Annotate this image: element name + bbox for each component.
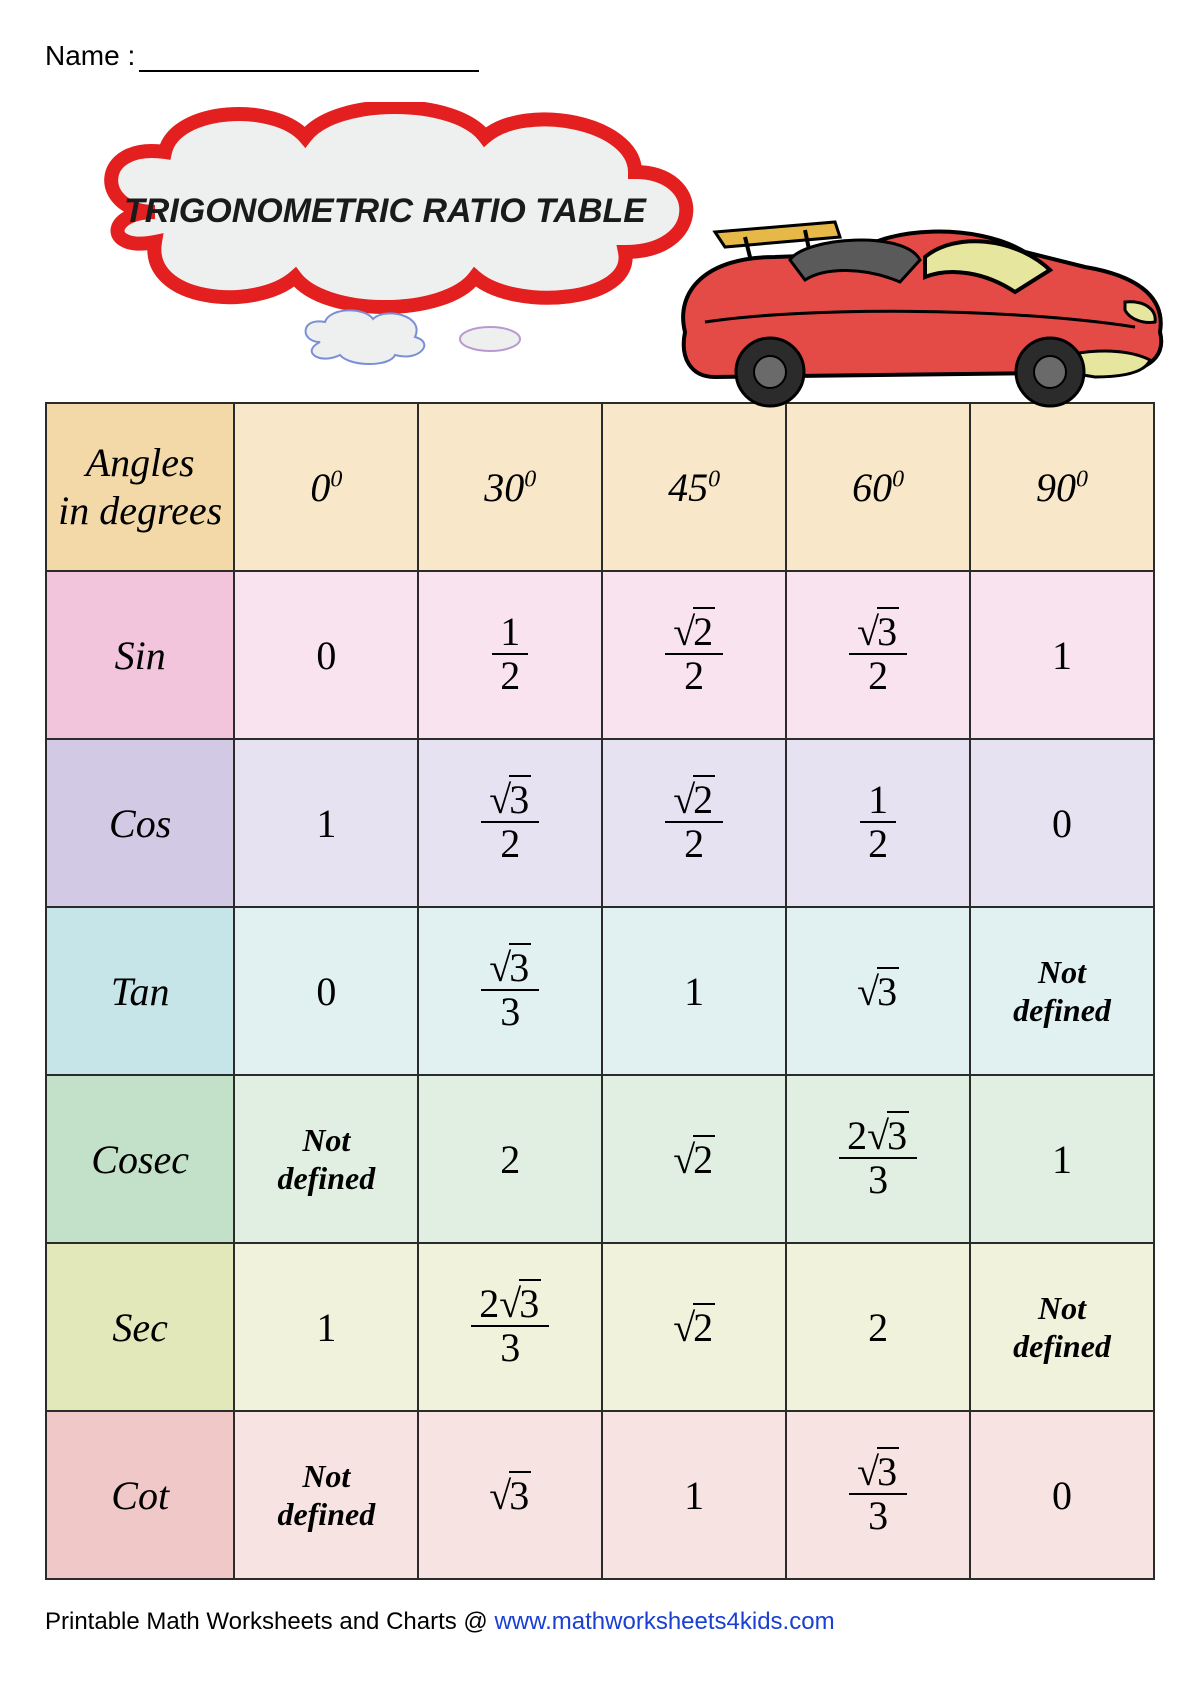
puff-cloud-1 [295, 307, 435, 367]
cell-sin-60: √32 [786, 571, 970, 739]
car-graphic [655, 182, 1175, 412]
header-graphic: TRIGONOMETRIC RATIO TABLE [45, 92, 1155, 402]
cell-cot-45: 1 [602, 1411, 786, 1579]
cell-sec-90: Notdefined [970, 1243, 1154, 1411]
row-label-sec: Sec [46, 1243, 234, 1411]
cell-tan-0: 0 [234, 907, 418, 1075]
cell-cot-0: Notdefined [234, 1411, 418, 1579]
cell-tan-90: Notdefined [970, 907, 1154, 1075]
trig-table: Anglesin degrees00300450600900 Sin012√22… [45, 402, 1155, 1580]
cell-cosec-45: √2 [602, 1075, 786, 1243]
title-cloud: TRIGONOMETRIC RATIO TABLE [75, 102, 715, 322]
cell-cos-90: 0 [970, 739, 1154, 907]
cell-sec-30: 2√33 [418, 1243, 602, 1411]
cell-sin-30: 12 [418, 571, 602, 739]
cell-sin-0: 0 [234, 571, 418, 739]
row-label-sin: Sin [46, 571, 234, 739]
cell-cot-60: √33 [786, 1411, 970, 1579]
cell-cos-30: √32 [418, 739, 602, 907]
corner-header: Anglesin degrees [46, 403, 234, 571]
cell-cos-60: 12 [786, 739, 970, 907]
angle-header-0: 00 [234, 403, 418, 571]
name-label: Name : [45, 40, 135, 71]
cell-sec-60: 2 [786, 1243, 970, 1411]
row-label-tan: Tan [46, 907, 234, 1075]
cell-cos-0: 1 [234, 739, 418, 907]
cell-sec-0: 1 [234, 1243, 418, 1411]
row-label-cosec: Cosec [46, 1075, 234, 1243]
footer: Printable Math Worksheets and Charts @ w… [45, 1608, 1155, 1636]
footer-text: Printable Math Worksheets and Charts @ [45, 1608, 494, 1635]
angle-header-60: 600 [786, 403, 970, 571]
cell-cosec-60: 2√33 [786, 1075, 970, 1243]
name-underline [139, 70, 479, 72]
cell-tan-60: √3 [786, 907, 970, 1075]
cell-sin-90: 1 [970, 571, 1154, 739]
row-label-cos: Cos [46, 739, 234, 907]
puff-cloud-2 [455, 322, 525, 357]
cell-cosec-30: 2 [418, 1075, 602, 1243]
cell-cot-90: 0 [970, 1411, 1154, 1579]
row-label-cot: Cot [46, 1411, 234, 1579]
cell-sin-45: √22 [602, 571, 786, 739]
angle-header-30: 300 [418, 403, 602, 571]
angle-header-90: 900 [970, 403, 1154, 571]
title-text: TRIGONOMETRIC RATIO TABLE [124, 192, 647, 230]
name-field: Name : [45, 40, 1155, 72]
cell-cot-30: √3 [418, 1411, 602, 1579]
angle-header-45: 450 [602, 403, 786, 571]
cell-cosec-0: Notdefined [234, 1075, 418, 1243]
cell-cosec-90: 1 [970, 1075, 1154, 1243]
cell-sec-45: √2 [602, 1243, 786, 1411]
cell-cos-45: √22 [602, 739, 786, 907]
cell-tan-30: √33 [418, 907, 602, 1075]
footer-link[interactable]: www.mathworksheets4kids.com [494, 1608, 834, 1635]
cell-tan-45: 1 [602, 907, 786, 1075]
